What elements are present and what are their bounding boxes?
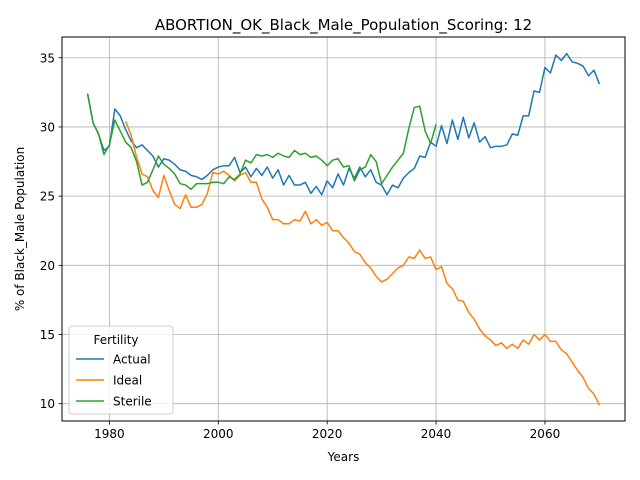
y-axis-label: % of Black_Male Population — [13, 147, 27, 311]
chart-title: ABORTION_OK_Black_Male_Population_Scorin… — [155, 16, 532, 35]
legend-label-ideal: Ideal — [113, 374, 142, 388]
legend-label-sterile: Sterile — [113, 395, 152, 409]
series-line-ideal — [125, 121, 601, 406]
x-tick-label: 2000 — [203, 427, 234, 441]
y-tick-label: 35 — [40, 51, 55, 65]
legend-label-actual: Actual — [113, 353, 151, 367]
series-layer — [86, 52, 601, 406]
y-tick-label: 30 — [40, 120, 55, 134]
legend-title: Fertility — [93, 333, 138, 347]
x-tick-label: 2020 — [312, 427, 343, 441]
series-line-actual — [86, 52, 601, 196]
x-axis-label: Years — [327, 450, 360, 464]
plot-frame — [61, 36, 626, 422]
y-tick-label: 15 — [40, 328, 55, 342]
y-tick-label: 20 — [40, 259, 55, 273]
legend: Fertility Actual Ideal Sterile — [68, 325, 174, 415]
legend-box — [68, 325, 174, 415]
x-tick-label: 1980 — [94, 427, 125, 441]
x-axis-ticks: 1980 2000 2020 2040 2060 — [94, 421, 560, 441]
y-tick-label: 25 — [40, 190, 55, 204]
y-axis-ticks: 10 15 20 25 30 35 — [40, 51, 62, 411]
x-tick-label: 2060 — [530, 427, 561, 441]
x-tick-label: 2040 — [421, 427, 452, 441]
series-line-sterile — [86, 93, 437, 190]
y-tick-label: 10 — [40, 397, 55, 411]
